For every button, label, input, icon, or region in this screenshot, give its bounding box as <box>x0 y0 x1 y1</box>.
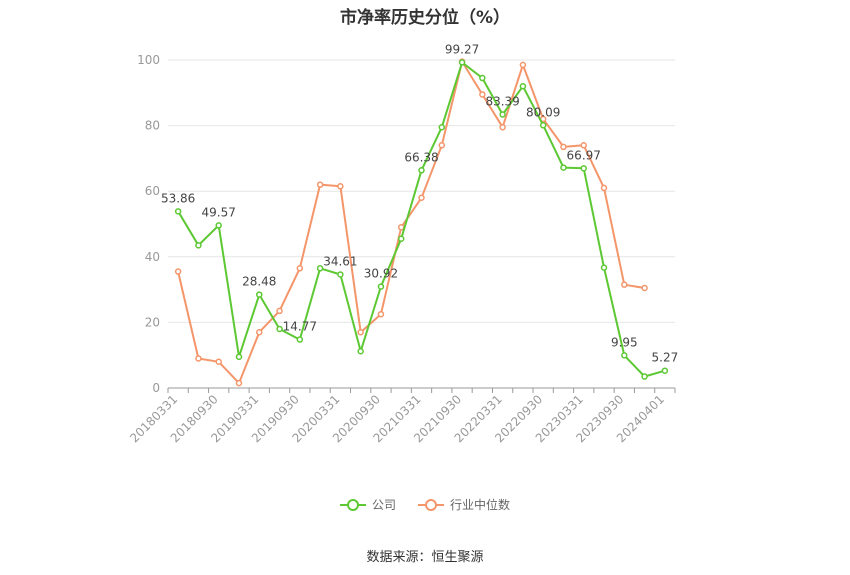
data-point-0 <box>256 291 263 298</box>
data-point-0 <box>438 123 446 131</box>
legend-company-marker-icon <box>339 498 366 512</box>
data-point-1 <box>600 184 608 192</box>
data-label: 80.09 <box>526 105 560 119</box>
data-point-1 <box>357 328 364 336</box>
data-point-0 <box>235 353 243 361</box>
data-label: 28.48 <box>242 275 276 289</box>
data-label: 83.39 <box>485 94 519 108</box>
data-source-note: 数据来源：恒生聚源 <box>366 550 484 565</box>
data-point-0 <box>418 167 425 174</box>
data-point-0 <box>479 74 486 82</box>
data-label: 30.92 <box>364 267 398 281</box>
y-tick-label: 80 <box>145 119 160 133</box>
data-point-1 <box>337 183 344 190</box>
data-point-0 <box>357 348 364 355</box>
data-point-1 <box>519 61 527 69</box>
series-line-1 <box>177 60 645 385</box>
data-point-0 <box>397 235 405 243</box>
legend-item-industry-median[interactable]: 行业中位数 <box>418 496 510 513</box>
y-tick-label: 60 <box>145 184 160 198</box>
data-point-1 <box>377 310 385 318</box>
data-point-0 <box>539 122 547 129</box>
data-point-1 <box>438 142 446 149</box>
legend: 公司 行业中位数 <box>0 496 850 513</box>
data-point-0 <box>174 208 182 215</box>
data-point-1 <box>195 355 202 362</box>
legend-industry-label: 行业中位数 <box>450 498 511 512</box>
data-point-0 <box>316 265 324 272</box>
data-label: 66.97 <box>567 148 601 162</box>
data-point-0 <box>458 59 466 66</box>
data-point-1 <box>580 142 587 149</box>
y-tick-label: 0 <box>152 381 160 395</box>
series-line-0 <box>177 61 666 378</box>
chart-title: 市净率历史分位（%） <box>339 8 511 28</box>
data-point-0 <box>641 373 648 380</box>
data-point-1 <box>235 379 243 387</box>
data-point-1 <box>296 265 304 272</box>
data-label: 14.77 <box>283 320 317 334</box>
data-label: 9.95 <box>611 335 638 349</box>
y-tick-label: 100 <box>137 53 160 67</box>
data-label: 34.61 <box>323 254 357 268</box>
data-label: 5.27 <box>652 351 679 365</box>
data-point-1 <box>418 194 425 202</box>
data-point-0 <box>600 264 608 271</box>
data-point-1 <box>276 307 283 315</box>
data-point-0 <box>296 336 304 343</box>
data-point-1 <box>499 123 506 131</box>
data-point-1 <box>641 284 648 292</box>
data-point-1 <box>215 358 222 366</box>
data-point-0 <box>276 325 283 333</box>
data-label: 53.86 <box>161 191 195 205</box>
y-tick-label: 40 <box>145 250 160 264</box>
data-label: 99.27 <box>445 42 479 56</box>
data-label: 66.38 <box>404 150 438 164</box>
data-point-0 <box>377 283 385 290</box>
data-point-0 <box>337 271 344 278</box>
data-point-0 <box>621 352 628 359</box>
data-point-0 <box>580 165 587 172</box>
data-point-1 <box>560 143 567 151</box>
data-point-0 <box>519 82 527 90</box>
data-point-1 <box>316 181 324 188</box>
data-point-0 <box>661 367 669 374</box>
data-point-0 <box>195 242 202 249</box>
data-point-0 <box>560 164 567 171</box>
data-point-1 <box>174 268 182 275</box>
data-label: 49.57 <box>202 205 236 219</box>
y-tick-label: 20 <box>145 315 160 329</box>
data-point-1 <box>621 281 628 288</box>
legend-company-label: 公司 <box>371 498 396 512</box>
data-point-1 <box>397 224 405 231</box>
data-point-1 <box>479 91 486 98</box>
data-point-1 <box>256 328 263 336</box>
data-point-0 <box>499 111 506 118</box>
data-point-0 <box>215 222 222 229</box>
legend-item-company[interactable]: 公司 <box>339 496 396 513</box>
legend-industry-marker-icon <box>418 498 444 512</box>
